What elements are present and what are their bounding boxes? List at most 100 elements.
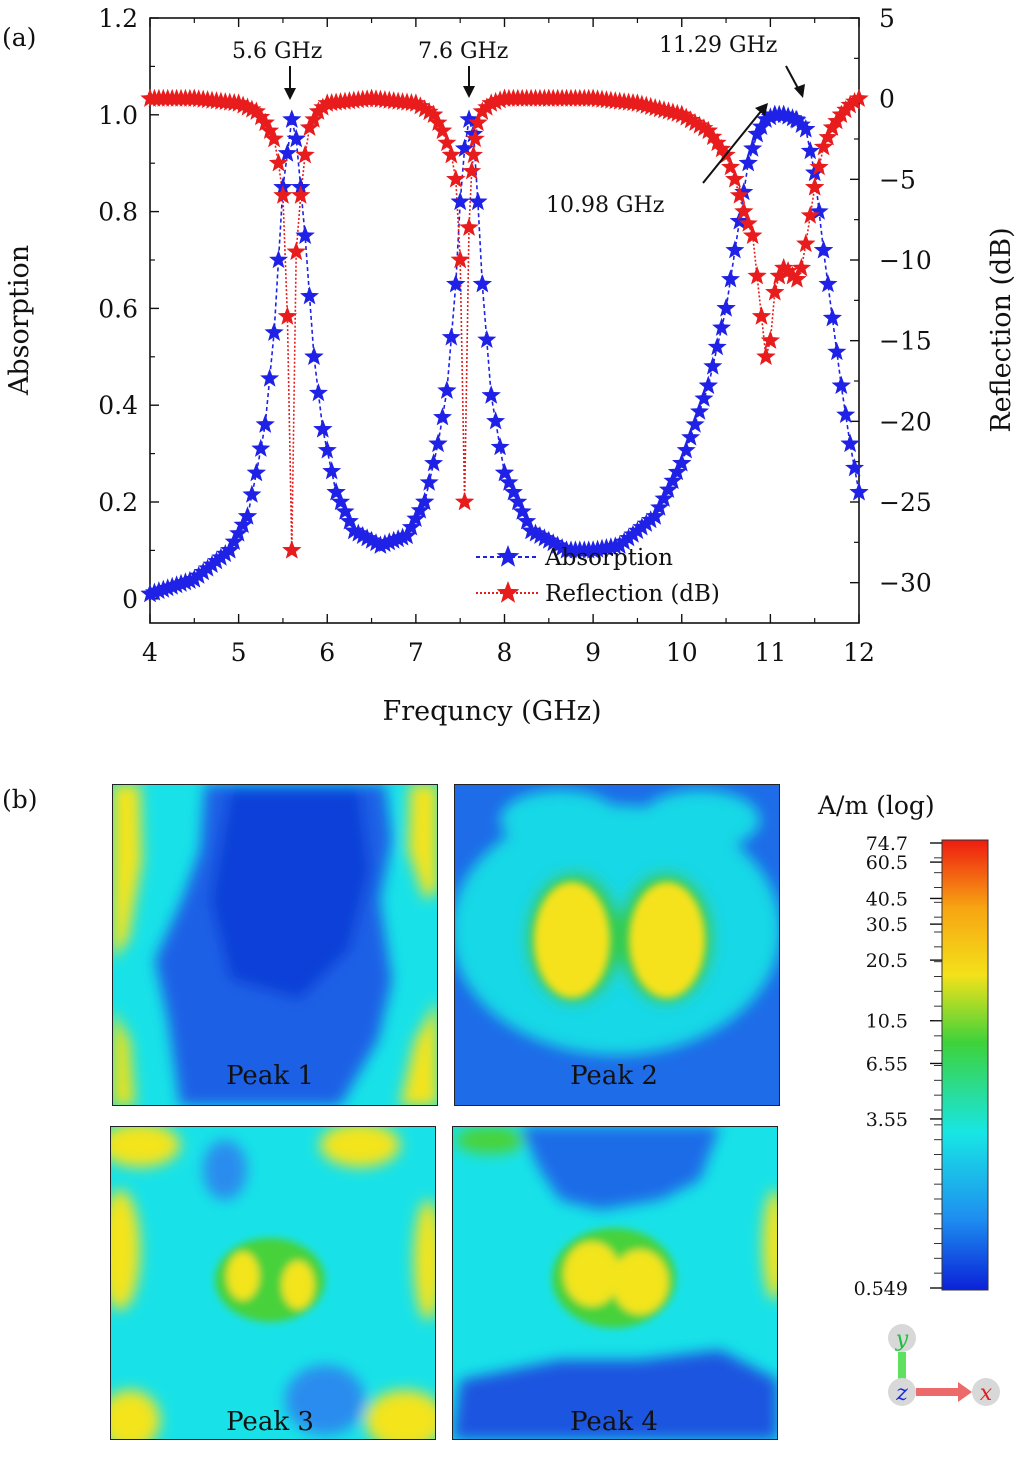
y2-tick-label: 0	[879, 85, 895, 114]
y-tick-label: 0	[122, 585, 138, 614]
data-point-reflection	[464, 145, 483, 164]
data-point-absorption	[140, 584, 160, 603]
y2-axis-label: Reflection (dB)	[986, 227, 1017, 432]
data-point-reflection	[273, 185, 293, 204]
data-point-absorption	[499, 472, 519, 491]
data-point-reflection	[481, 93, 501, 112]
axes-triad: y z x	[888, 1324, 1000, 1406]
annotation-label: 5.6 GHz	[232, 39, 322, 64]
annotation-10-98: 10.98 GHz	[546, 103, 768, 218]
data-point-absorption	[339, 511, 359, 530]
data-point-absorption	[743, 138, 763, 157]
data-point-absorption	[623, 524, 643, 543]
y-tick-label: 1.0	[98, 101, 138, 130]
data-point-reflection	[774, 258, 794, 277]
data-point-absorption	[610, 535, 630, 554]
data-point-absorption	[672, 453, 692, 472]
peak-3-label: Peak 3	[226, 1407, 314, 1437]
data-point-absorption	[198, 558, 218, 577]
data-point-absorption	[472, 274, 492, 293]
data-point-reflection	[419, 102, 439, 121]
y2-tick-label: −10	[879, 246, 932, 275]
triad-y-label: y	[895, 1327, 909, 1352]
data-point-absorption	[632, 517, 652, 536]
data-point-absorption	[428, 433, 448, 452]
data-point-reflection	[277, 306, 297, 325]
data-point-reflection	[300, 117, 319, 136]
data-point-reflection	[698, 120, 718, 139]
data-point-absorption	[508, 492, 528, 511]
data-point-absorption	[441, 327, 461, 346]
colorbar	[941, 839, 989, 1291]
y2-tick-label: 5	[879, 4, 895, 33]
data-point-absorption	[419, 472, 439, 491]
data-point-reflection	[685, 112, 705, 131]
x-tick-label: 10	[666, 638, 698, 667]
y-tick-label: 0.2	[98, 488, 138, 517]
low-field-top	[203, 1140, 247, 1200]
data-point-absorption	[818, 274, 838, 293]
data-point-absorption	[269, 250, 288, 269]
colorbar-tick-label: 60.5	[866, 852, 908, 874]
y2-tick-label: −15	[879, 327, 932, 356]
data-point-reflection	[269, 153, 288, 172]
data-point-reflection	[791, 258, 811, 277]
data-point-reflection	[308, 101, 328, 120]
legend-item-reflection: Reflection (dB)	[476, 581, 720, 607]
annotation-5-6: 5.6 GHz	[232, 39, 322, 100]
data-point-absorption	[184, 569, 204, 588]
data-point-absorption	[774, 104, 794, 123]
data-point-reflection	[787, 269, 807, 288]
colorbar-tick-label: 20.5	[866, 950, 908, 972]
data-point-absorption	[264, 322, 284, 341]
data-point-absorption	[641, 510, 661, 529]
colorbar-tick-label: 10.5	[866, 1011, 908, 1033]
data-point-absorption	[211, 547, 231, 566]
data-point-reflection	[255, 112, 275, 131]
high-field-right	[408, 784, 438, 900]
high-field-top-left	[455, 1126, 525, 1154]
high-field-top-left	[110, 1126, 180, 1167]
data-point-absorption	[433, 407, 452, 426]
annotation-11-29: 11.29 GHz	[659, 33, 805, 98]
y-tick-label: 0.8	[98, 198, 138, 227]
data-point-absorption	[459, 109, 479, 128]
data-point-absorption	[703, 356, 723, 375]
data-point-absorption	[521, 521, 541, 540]
data-point-reflection	[455, 492, 475, 511]
series-lines	[149, 97, 860, 595]
data-point-absorption	[317, 440, 337, 459]
data-point-reflection	[428, 112, 448, 131]
colorbar-tick-label: 40.5	[866, 888, 908, 910]
data-point-absorption	[747, 124, 767, 143]
data-point-reflection	[694, 118, 714, 137]
high-field-right	[414, 1200, 436, 1320]
data-point-absorption	[277, 143, 297, 162]
data-point-reflection	[184, 88, 204, 107]
data-point-reflection	[747, 266, 767, 285]
data-point-reflection	[800, 205, 820, 224]
data-point-absorption	[721, 269, 740, 288]
data-point-absorption	[397, 525, 417, 544]
data-point-absorption	[667, 462, 687, 481]
data-point-reflection	[672, 104, 692, 123]
data-point-absorption	[534, 528, 554, 547]
field-map-peak-1	[112, 784, 438, 1106]
data-point-absorption	[756, 109, 776, 128]
field-map-peak-3	[110, 1126, 436, 1440]
data-point-reflection	[783, 266, 802, 285]
legend-item-absorption: Absorption	[476, 545, 673, 571]
data-point-absorption	[424, 453, 444, 472]
data-point-absorption	[490, 437, 510, 456]
data-point-absorption	[526, 523, 545, 542]
arrow-head	[794, 84, 805, 98]
data-point-reflection	[415, 99, 435, 118]
low-field-top	[520, 1126, 720, 1210]
high-field-right	[763, 1190, 778, 1300]
low-field-bottom	[285, 1365, 365, 1435]
high-field-bottom-left	[110, 1390, 160, 1440]
data-point-absorption	[791, 114, 811, 133]
field-map-peak-4	[452, 1126, 778, 1440]
data-point-reflection	[468, 112, 488, 131]
y-tick-label: 1.2	[98, 4, 138, 33]
